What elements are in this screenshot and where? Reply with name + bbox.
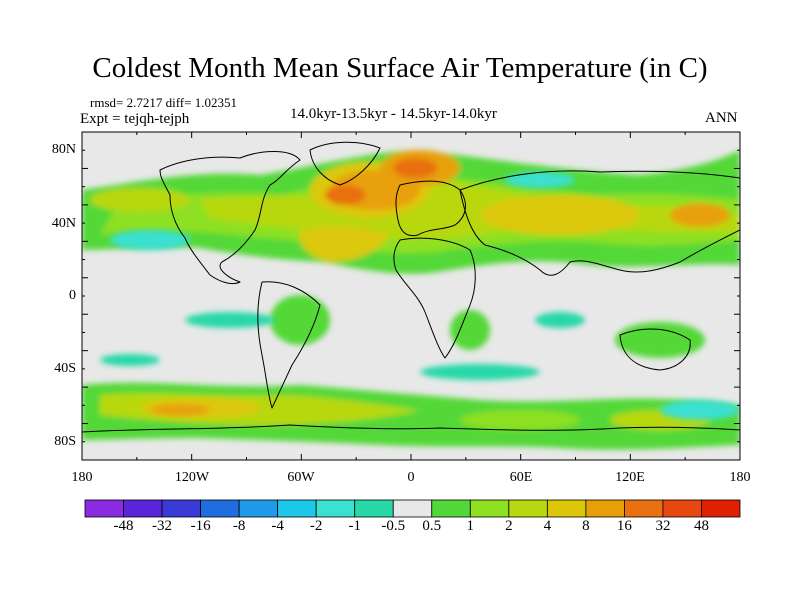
lon-tick-180w: 180 xyxy=(71,470,93,485)
colorbar-swatch xyxy=(508,499,548,518)
lat-tick-80n: 80N xyxy=(51,142,76,157)
colorbar-label: -2 xyxy=(309,518,323,534)
colorbar-label: -0.5 xyxy=(381,518,406,534)
colorbar-label: 8 xyxy=(582,518,590,534)
colorbar-swatch xyxy=(546,499,587,518)
figure-title: Coldest Month Mean Surface Air Temperatu… xyxy=(92,52,708,84)
lon-tick-60e: 60E xyxy=(509,470,533,485)
axis-ticks xyxy=(81,131,741,461)
colorbar-swatch xyxy=(662,499,702,518)
colorbar-swatch xyxy=(200,499,240,518)
colorbar-label: -16 xyxy=(190,518,211,534)
lon-tick-60w: 60W xyxy=(287,470,315,485)
colorbar-label: 2 xyxy=(505,518,513,534)
anomaly-field xyxy=(82,150,740,450)
colorbar-label: 32 xyxy=(655,518,671,534)
lon-tick-120e: 120E xyxy=(615,470,645,485)
lat-tick-40s: 40S xyxy=(54,361,76,376)
lon-tick-120w: 120W xyxy=(174,470,210,485)
colorbar-swatch xyxy=(238,499,279,518)
colorbar-label: 1 xyxy=(466,518,475,534)
lat-tick-80s: 80S xyxy=(54,434,76,449)
colorbar-swatch xyxy=(315,499,356,518)
colorbar-label: -48 xyxy=(113,518,134,534)
stats-label: rmsd= 2.7217 diff= 1.02351 xyxy=(90,95,237,110)
colorbar-swatch xyxy=(354,499,394,518)
colorbar xyxy=(84,499,741,518)
colorbar-swatch xyxy=(701,499,741,518)
colorbar-swatch xyxy=(84,499,124,518)
colorbar-swatch xyxy=(277,499,317,518)
colorbar-label: -1 xyxy=(348,518,361,534)
colorbar-label: 4 xyxy=(543,518,552,534)
cool-anomaly-patches xyxy=(100,172,740,420)
colorbar-label: -32 xyxy=(152,518,173,534)
coastlines xyxy=(82,141,740,433)
colorbar-swatch xyxy=(161,499,201,518)
colorbar-swatch xyxy=(392,499,433,518)
period-label: 14.0kyr-13.5kyr - 14.5kyr-14.0kyr xyxy=(290,106,497,122)
lon-tick-0: 0 xyxy=(407,470,415,485)
colorbar-swatch xyxy=(624,499,664,518)
colorbar-label: 48 xyxy=(693,518,709,534)
colorbar-label: -8 xyxy=(232,518,246,534)
colorbar-label: -4 xyxy=(271,518,284,534)
colorbar-swatch xyxy=(431,499,471,518)
lat-tick-40n: 40N xyxy=(51,216,76,231)
colorbar-label: 0.5 xyxy=(422,518,442,534)
colorbar-swatch xyxy=(585,499,625,518)
lon-tick-180e: 180 xyxy=(729,470,751,485)
colorbar-swatch xyxy=(123,499,163,518)
season-label: ANN xyxy=(705,110,738,126)
colorbar-label: 16 xyxy=(616,518,632,534)
experiment-label: Expt = tejqh-tejph xyxy=(80,111,190,127)
lat-tick-0: 0 xyxy=(69,288,76,303)
colorbar-swatch xyxy=(469,499,510,518)
